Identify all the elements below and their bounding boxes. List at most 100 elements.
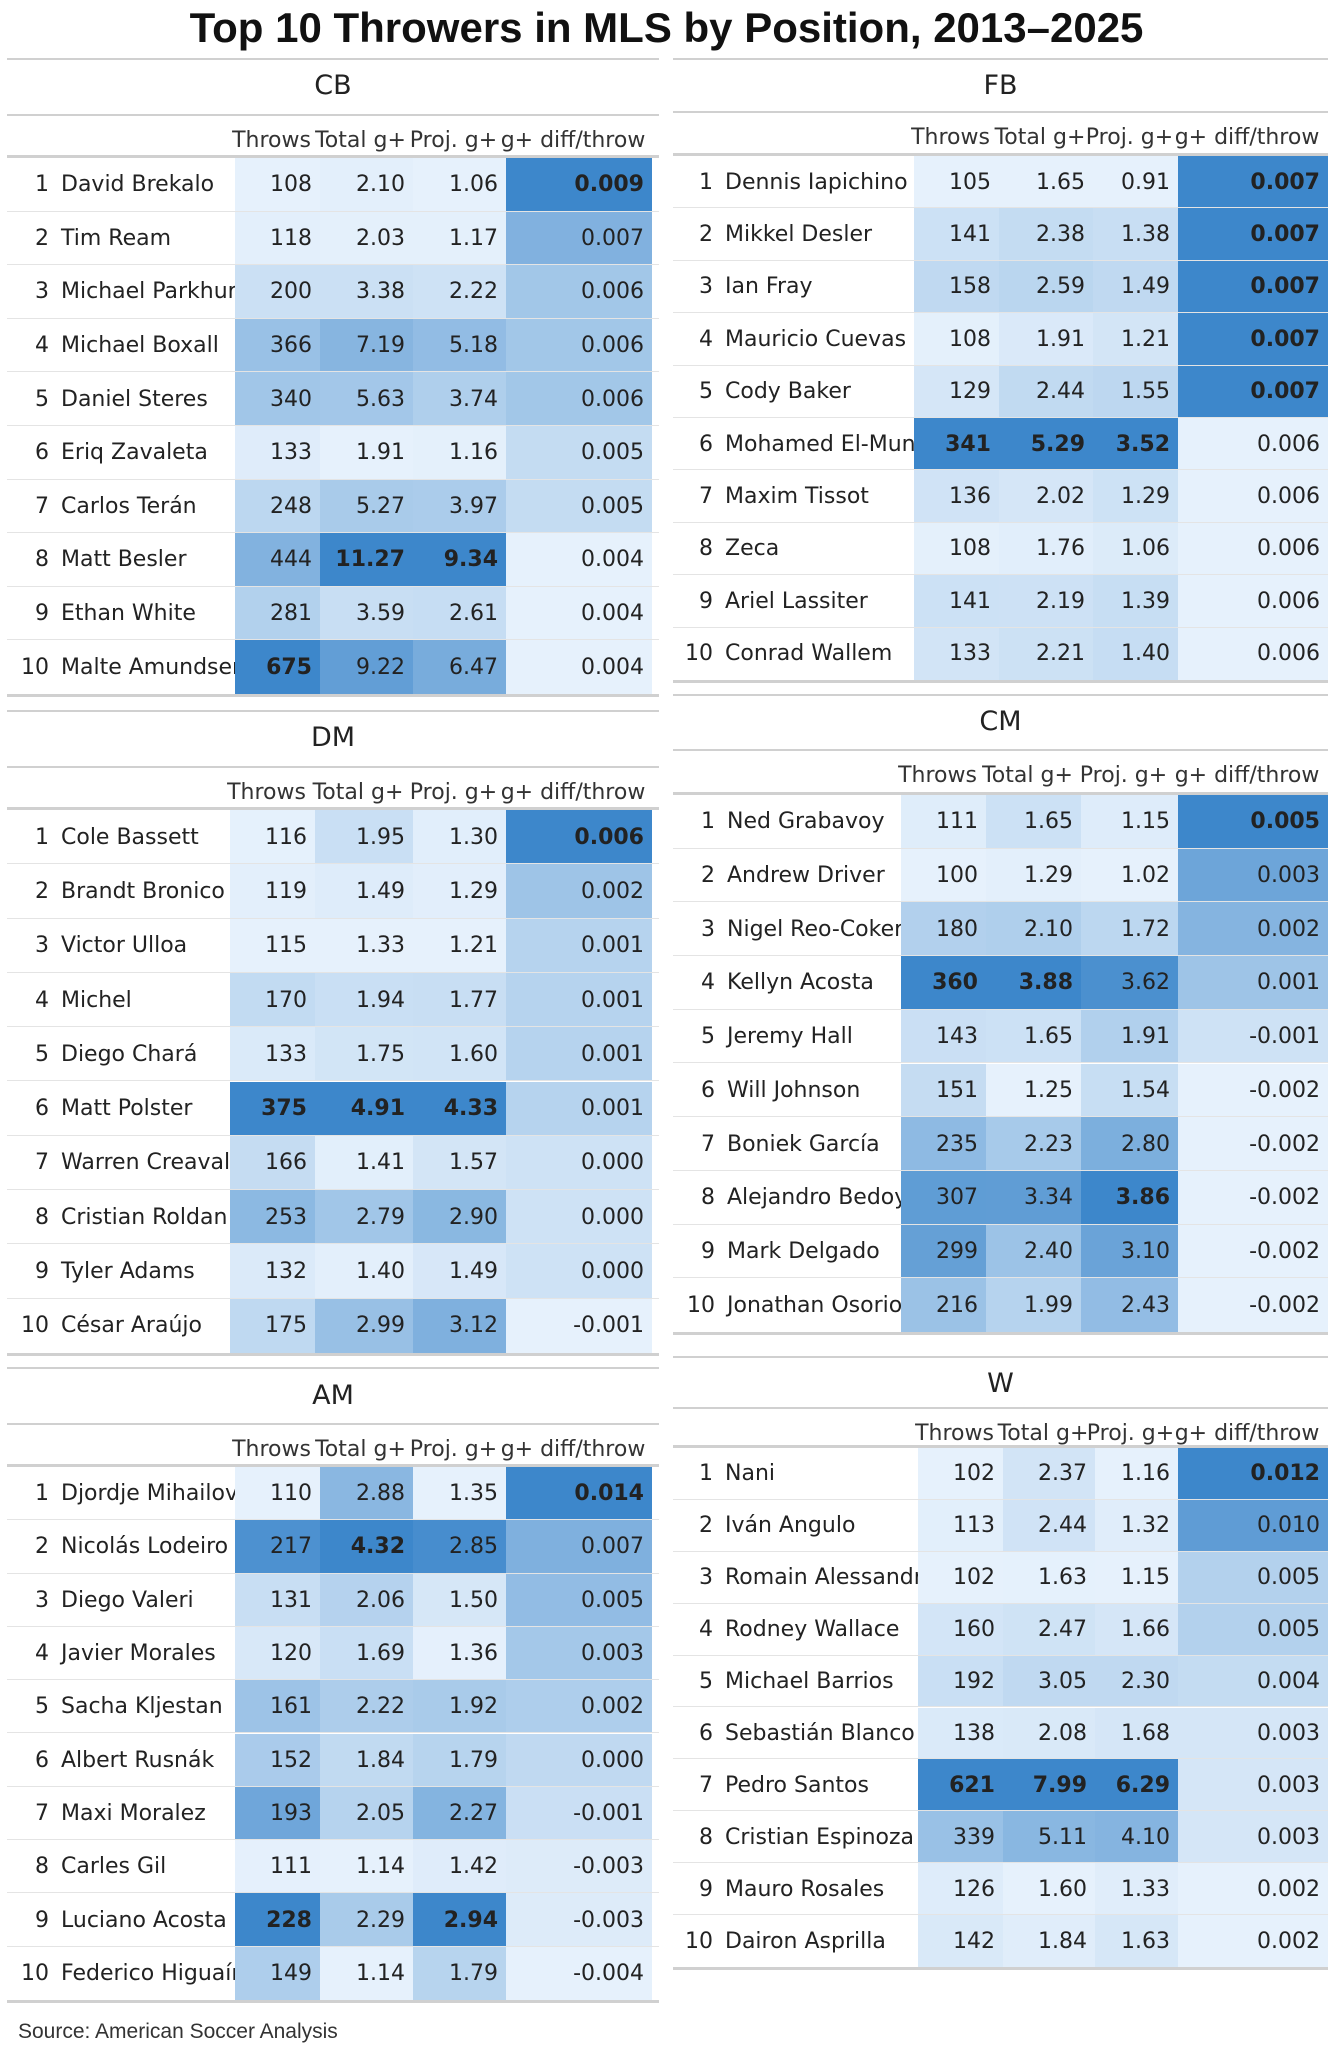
rank-cell: 6 <box>701 1077 715 1103</box>
total-gplus-cell: 1.95 <box>315 810 413 865</box>
gplus-diff-cell: 0.006 <box>506 810 652 865</box>
proj-gplus-cell: 2.30 <box>1095 1655 1178 1708</box>
table-panel-cb: CB Throws Total g+ Proj. g+ g+ diff/throw 1 Da… <box>7 58 659 700</box>
panel-title-rule <box>673 111 1328 113</box>
player-name-cell: Sacha Kljestan <box>61 1694 223 1720</box>
gplus-diff-cell: 0.004 <box>506 533 652 587</box>
total-gplus-cell: 3.38 <box>320 265 413 319</box>
proj-gplus-cell: 2.80 <box>1081 1117 1178 1171</box>
player-name-cell: Maxi Moralez <box>61 1800 206 1826</box>
proj-gplus-cell: 1.42 <box>413 1840 506 1894</box>
player-name-cell: Iván Angulo <box>725 1513 856 1539</box>
proj-gplus-cell: 3.86 <box>1081 1170 1178 1225</box>
rank-cell: 8 <box>35 1854 49 1880</box>
proj-gplus-cell: 1.16 <box>1095 1448 1178 1500</box>
panel-header-rule <box>7 155 659 158</box>
throws-cell: 141 <box>914 575 999 628</box>
table-row: 9 Tyler Adams 132 1.40 1.49 0.000 <box>7 1244 659 1299</box>
throws-cell: 119 <box>230 864 315 919</box>
table-row: 8 Cristian Espinoza 339 5.11 4.10 0.003 <box>673 1811 1328 1864</box>
table-panel-fb: FB Throws Total g+ Proj. g+ g+ diff/throw 1 De… <box>673 58 1328 686</box>
row-divider <box>7 1892 659 1894</box>
proj-gplus-cell: 1.39 <box>1093 575 1178 628</box>
row-divider <box>7 1785 659 1787</box>
rank-cell: 2 <box>35 225 49 251</box>
throws-cell: 126 <box>918 1863 1003 1916</box>
panel-title: FB <box>983 70 1018 101</box>
throws-cell: 366 <box>235 318 320 373</box>
player-name-cell: Dairon Asprilla <box>725 1928 886 1954</box>
rank-cell: 1 <box>35 1481 49 1507</box>
row-divider <box>7 1679 659 1681</box>
player-name-cell: Michael Parkhurst <box>61 279 257 305</box>
player-name-cell: Djordje Mihailovic <box>61 1481 257 1507</box>
gplus-diff-cell: 0.009 <box>506 158 652 212</box>
source-note: Source: American Soccer Analysis <box>18 2020 338 2043</box>
player-name-cell: Warren Creavalle <box>61 1150 250 1176</box>
total-gplus-cell: 2.08 <box>1003 1707 1095 1760</box>
row-divider <box>7 1732 659 1734</box>
table-row: 10 César Araújo 175 2.99 3.12 -0.001 <box>7 1298 659 1353</box>
total-gplus-cell: 3.88 <box>986 956 1081 1010</box>
table-row: 7 Maxim Tissot 136 2.02 1.29 0.006 <box>673 470 1328 523</box>
panel-top-rule <box>673 58 1328 60</box>
panel-title-rule <box>7 766 659 768</box>
proj-gplus-cell: 3.10 <box>1081 1224 1178 1279</box>
panel-title: CM <box>979 706 1022 737</box>
player-name-cell: Zeca <box>725 536 780 562</box>
row-divider <box>7 1297 659 1299</box>
rank-cell: 8 <box>699 536 713 562</box>
table-row: 5 Diego Chará 133 1.75 1.60 0.001 <box>7 1027 659 1082</box>
throws-cell: 253 <box>230 1190 315 1245</box>
table-row: 9 Ethan White 281 3.59 2.61 0.004 <box>7 586 659 641</box>
gplus-diff-cell: 0.001 <box>506 972 652 1028</box>
player-name-cell: Alejandro Bedoya <box>727 1185 921 1211</box>
rank-cell: 2 <box>35 878 49 904</box>
column-header: Throws <box>232 128 311 153</box>
column-header: g+ diff/throw <box>500 1437 646 1462</box>
throws-cell: 142 <box>918 1915 1003 1967</box>
player-name-cell: Federico Higuaín <box>61 1960 246 1986</box>
proj-gplus-cell: 1.50 <box>413 1573 506 1627</box>
throws-cell: 116 <box>230 810 315 865</box>
proj-gplus-cell: 1.49 <box>1093 260 1178 314</box>
player-name-cell: Kellyn Acosta <box>727 970 874 996</box>
total-gplus-cell: 1.84 <box>320 1733 413 1787</box>
panel-title-rule <box>673 1407 1328 1409</box>
gplus-diff-cell: 0.005 <box>1178 795 1328 849</box>
gplus-diff-cell: -0.002 <box>1178 1224 1328 1279</box>
gplus-diff-cell: 0.006 <box>506 265 652 319</box>
rank-cell: 6 <box>35 1096 49 1122</box>
rank-cell: 5 <box>699 379 713 405</box>
row-divider <box>673 1062 1328 1064</box>
panel-title: DM <box>310 722 356 753</box>
row-divider <box>7 585 659 587</box>
throws-cell: 152 <box>235 1733 320 1787</box>
proj-gplus-cell: 1.15 <box>1095 1551 1178 1604</box>
rank-cell: 5 <box>701 1024 715 1050</box>
player-name-cell: Romain Alessandrini <box>725 1565 949 1591</box>
gplus-diff-cell: 0.005 <box>506 479 652 534</box>
proj-gplus-cell: 1.79 <box>413 1946 506 2000</box>
throws-cell: 138 <box>918 1707 1003 1760</box>
proj-gplus-cell: 0.91 <box>1093 156 1178 209</box>
table-row: 1 Ned Grabavoy 111 1.65 1.15 0.005 <box>673 795 1328 849</box>
total-gplus-cell: 1.14 <box>320 1946 413 2000</box>
rank-cell: 1 <box>35 172 49 198</box>
proj-gplus-cell: 1.54 <box>1081 1063 1178 1118</box>
gplus-diff-cell: -0.001 <box>1178 1009 1328 1064</box>
row-divider <box>7 1026 659 1028</box>
throws-cell: 133 <box>235 426 320 480</box>
throws-cell: 193 <box>235 1786 320 1841</box>
throws-cell: 180 <box>901 902 986 957</box>
player-name-cell: Nicolás Lodeiro <box>61 1534 229 1560</box>
row-divider <box>7 317 659 319</box>
player-name-cell: Ethan White <box>61 601 196 627</box>
rank-cell: 6 <box>35 1747 49 1773</box>
throws-cell: 108 <box>235 158 320 212</box>
panel-top-rule <box>673 694 1328 696</box>
player-name-cell: Luciano Acosta <box>61 1907 227 1933</box>
proj-gplus-cell: 1.60 <box>413 1027 506 1082</box>
rank-cell: 5 <box>35 386 49 412</box>
table-row: 4 Kellyn Acosta 360 3.88 3.62 0.001 <box>673 956 1328 1010</box>
